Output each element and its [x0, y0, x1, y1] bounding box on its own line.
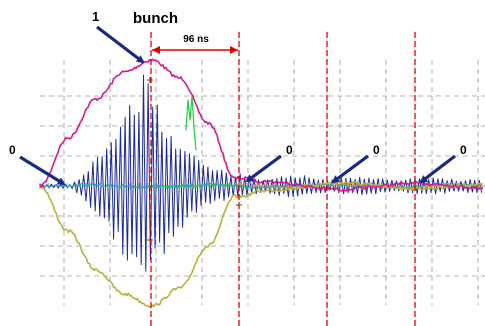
- green-trace: [149, 95, 241, 189]
- bunch-signal-trace: [39, 74, 483, 272]
- interval-label: 96 ns: [183, 34, 209, 45]
- zero-label-1: 0: [9, 143, 16, 157]
- annotation-arrows: [19, 25, 456, 186]
- bunch-arrow: [96, 25, 145, 64]
- zero-arrow-4: [419, 154, 456, 184]
- olive-trace: [39, 180, 484, 308]
- annotation-labels: 1 bunch 0 0 0 0: [9, 9, 467, 157]
- zero-arrow-2: [245, 154, 282, 183]
- signal-traces: [39, 58, 484, 308]
- interval-annotation: 96 ns: [152, 34, 238, 54]
- zero-arrow-3: [331, 154, 369, 184]
- bunch-label: bunch: [133, 10, 178, 27]
- cursor-marks: [147, 77, 242, 243]
- zero-label-4: 0: [460, 143, 467, 157]
- zero-label-3: 0: [373, 143, 380, 157]
- magenta-trace: [39, 58, 484, 192]
- bunch-number-label: 1: [92, 9, 99, 24]
- bunch-spacing-markers: [150, 32, 416, 326]
- zero-arrow-1: [19, 155, 66, 186]
- zero-label-2: 0: [286, 143, 293, 157]
